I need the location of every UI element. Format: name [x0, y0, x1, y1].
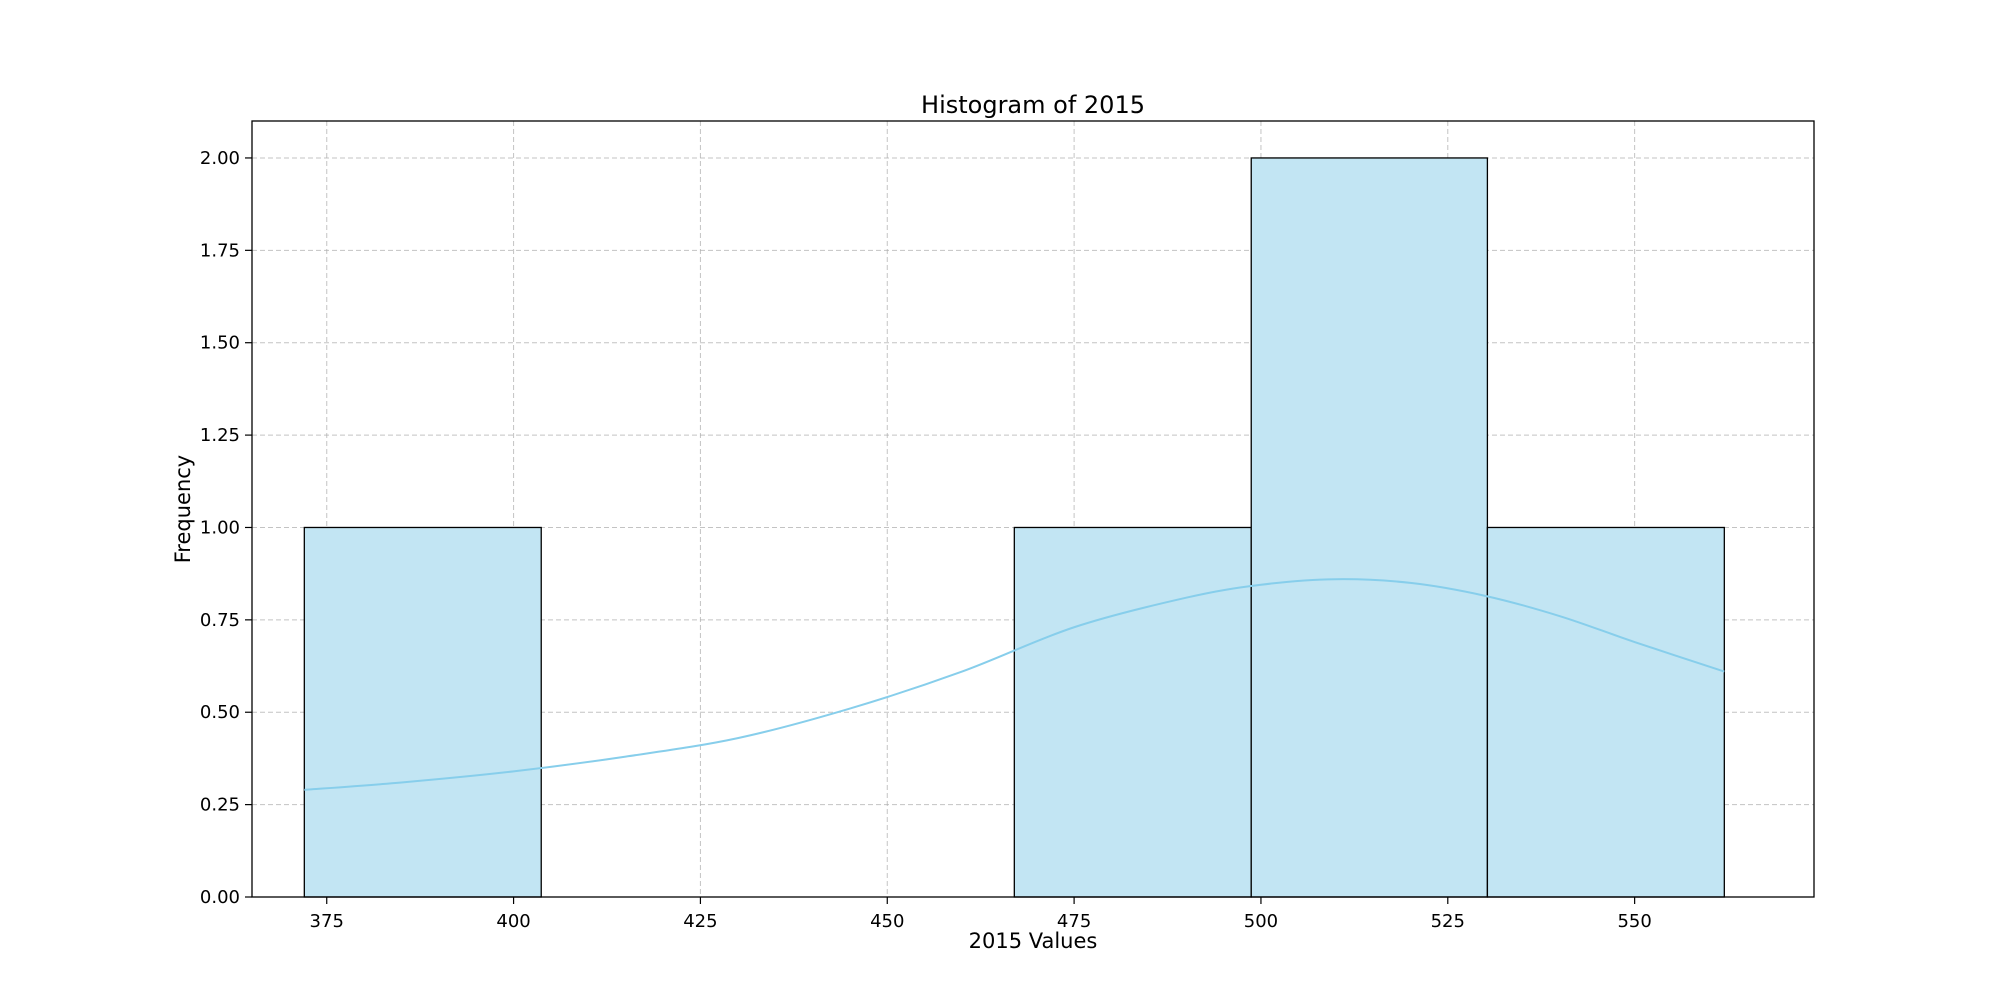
x-axis-label: 2015 Values: [969, 929, 1098, 953]
y-tick-label: 2.00: [200, 148, 240, 169]
x-tick-label: 425: [683, 911, 717, 932]
y-tick-label: 0.50: [200, 702, 240, 723]
y-tick-label: 0.00: [200, 887, 240, 908]
x-tick-label: 500: [1244, 911, 1278, 932]
y-tick-label: 1.50: [200, 333, 240, 354]
x-tick-label: 475: [1057, 911, 1091, 932]
x-axis-ticks: 375 400 425 450 475 500 525 550: [310, 897, 1652, 932]
histogram-bar: [1013, 526, 1252, 898]
x-tick-label: 450: [870, 911, 904, 932]
y-axis-ticks: 0.00 0.25 0.50 0.75 1.00 1.25 1.50 1.75 2.00: [200, 148, 252, 908]
x-tick-label: 400: [496, 911, 530, 932]
histogram-bar: [1250, 157, 1489, 898]
y-tick-label: 1.75: [200, 240, 240, 261]
histogram-bar: [303, 526, 542, 898]
y-tick-label: 1.00: [200, 517, 240, 538]
y-tick-label: 0.75: [200, 610, 240, 631]
y-tick-label: 0.25: [200, 795, 240, 816]
x-tick-label: 525: [1431, 911, 1465, 932]
kde-curve-layer: [304, 578, 1725, 791]
histogram-bar: [1486, 526, 1725, 898]
x-tick-label: 375: [310, 911, 344, 932]
y-axis-label: Frequency: [171, 455, 195, 564]
chart-title: Histogram of 2015: [921, 91, 1145, 119]
histogram-bars: [303, 157, 1725, 898]
x-tick-label: 550: [1617, 911, 1651, 932]
y-tick-label: 1.25: [200, 425, 240, 446]
kde-curve: [304, 578, 1725, 791]
plot-frame: [251, 120, 1815, 898]
